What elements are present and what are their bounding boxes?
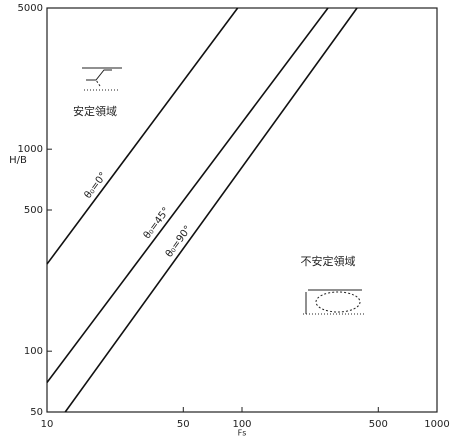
series-line — [65, 8, 357, 412]
y-tick-label: 100 — [24, 346, 43, 357]
x-tick-label: 10 — [41, 419, 54, 430]
stable-region-label: 安定領域 — [73, 104, 117, 118]
x-tick-label: 100 — [232, 419, 251, 430]
unstable-region-label: 不安定領域 — [301, 254, 356, 268]
y-tick-label: 1000 — [18, 144, 43, 155]
chart: H/B Fs 安定領域 不安定領域 1050100500100050100500… — [0, 0, 450, 439]
x-tick-label: 50 — [177, 419, 190, 430]
x-tick-label: 1000 — [424, 419, 449, 430]
y-tick-label: 5000 — [18, 3, 43, 14]
unstable-sketch — [303, 290, 365, 314]
y-tick-label: 500 — [24, 205, 43, 216]
stable-sketch — [82, 68, 122, 90]
plot-frame — [47, 8, 437, 412]
y-tick-label: 50 — [30, 407, 43, 418]
y-axis-label: H/B — [9, 155, 27, 166]
x-tick-label: 500 — [369, 419, 388, 430]
series-line — [47, 8, 238, 264]
